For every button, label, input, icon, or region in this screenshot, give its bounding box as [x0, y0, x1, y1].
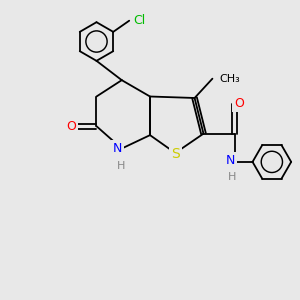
Text: H: H — [117, 161, 125, 171]
Text: Cl: Cl — [134, 14, 146, 27]
Text: S: S — [171, 148, 180, 161]
Text: CH₃: CH₃ — [220, 74, 241, 84]
Text: N: N — [112, 142, 122, 155]
Text: H: H — [227, 172, 236, 182]
Text: O: O — [234, 98, 244, 110]
Text: N: N — [225, 154, 235, 167]
Text: O: O — [66, 120, 76, 133]
